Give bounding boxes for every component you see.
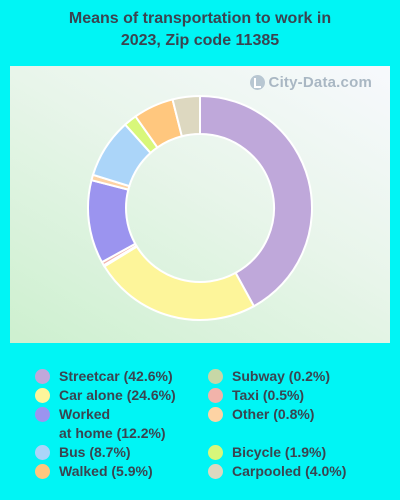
legend-item-worked-at-home: Worked at home (12.2%) <box>35 405 166 443</box>
donut-slice-streetcar <box>199 94 313 308</box>
legend-label: Worked at home (12.2%) <box>59 405 166 443</box>
legend-label: Subway (0.2%) <box>232 368 331 384</box>
legend-label: Bus (8.7%) <box>59 444 131 460</box>
plot-area: City-Data.com <box>10 66 390 343</box>
legend-label: Car alone (24.6%) <box>59 387 176 403</box>
legend-item-bicycle: Bicycle (1.9%) <box>208 443 326 462</box>
legend-swatch <box>208 464 223 479</box>
city-data-logo-icon <box>249 75 265 90</box>
legend-label-line1: Worked <box>59 406 111 422</box>
legend-swatch <box>35 464 50 479</box>
legend-label: Bicycle (1.9%) <box>232 444 327 460</box>
watermark: City-Data.com <box>249 74 372 91</box>
legend-swatch <box>35 369 50 384</box>
chart-title-line1: Means of transportation to work in <box>68 10 332 27</box>
chart-title: Means of transportation to work in 2023,… <box>0 8 400 52</box>
legend-swatch <box>208 407 223 422</box>
legend-label: Carpooled (4.0%) <box>232 463 347 479</box>
watermark-text: City-Data.com <box>268 74 372 91</box>
chart-title-line2: 2023, Zip code 11385 <box>120 32 280 49</box>
legend-item-subway: Subway (0.2%) <box>208 367 330 386</box>
legend-label: Streetcar (42.6%) <box>59 368 173 384</box>
legend-label: Walked (5.9%) <box>59 463 153 479</box>
legend: Streetcar (42.6%) Car alone (24.6%) Work… <box>0 365 400 495</box>
donut-slice-car-alone <box>103 245 256 321</box>
legend-item-carpooled: Carpooled (4.0%) <box>208 462 346 481</box>
legend-label: Other (0.8%) <box>232 406 315 422</box>
legend-swatch <box>208 388 223 403</box>
legend-item-taxi: Taxi (0.5%) <box>208 386 304 405</box>
legend-label-line2: at home (12.2%) <box>59 425 166 441</box>
legend-swatch <box>208 369 223 384</box>
legend-swatch <box>35 445 50 460</box>
legend-item-streetcar: Streetcar (42.6%) <box>35 367 173 386</box>
legend-item-car-alone: Car alone (24.6%) <box>35 386 176 405</box>
legend-item-other: Other (0.8%) <box>208 405 314 424</box>
donut-slice-carpooled <box>171 94 201 138</box>
legend-swatch <box>35 388 50 403</box>
legend-item-walked: Walked (5.9%) <box>35 462 153 481</box>
legend-swatch <box>208 445 223 460</box>
legend-swatch <box>35 407 50 422</box>
legend-item-bus: Bus (8.7%) <box>35 443 131 462</box>
donut-chart <box>87 94 313 321</box>
legend-label: Taxi (0.5%) <box>232 387 305 403</box>
